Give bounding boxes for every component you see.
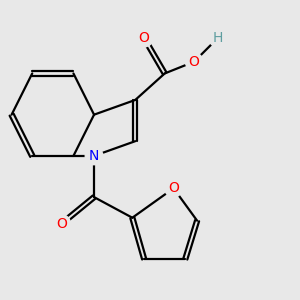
Text: O: O [189,55,200,69]
Circle shape [85,147,103,165]
Text: O: O [168,181,179,195]
Circle shape [165,179,182,197]
Text: O: O [56,217,67,231]
Circle shape [53,215,70,232]
Circle shape [209,29,226,47]
Circle shape [185,53,203,70]
Text: H: H [212,31,223,45]
Circle shape [135,29,153,47]
Text: O: O [139,31,149,45]
Text: N: N [89,149,99,163]
